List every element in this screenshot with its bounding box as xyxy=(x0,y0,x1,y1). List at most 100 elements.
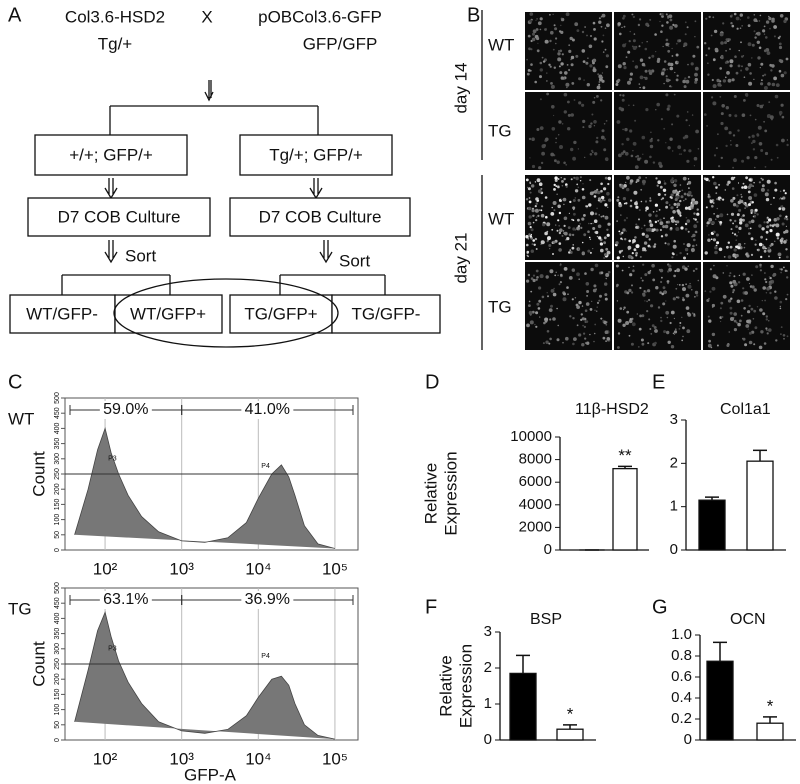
cell-signal xyxy=(635,254,638,257)
cell-signal xyxy=(598,214,600,216)
cell-signal xyxy=(712,238,717,242)
cell-signal xyxy=(764,299,766,302)
cell-signal xyxy=(695,231,698,234)
cell-signal xyxy=(622,255,624,258)
cell-signal xyxy=(567,226,571,230)
cell-signal xyxy=(756,306,759,308)
gate-name: P4 xyxy=(261,653,270,660)
x-tick-label: 10⁴ xyxy=(245,559,271,578)
cell-signal xyxy=(693,313,696,316)
cell-signal xyxy=(630,154,634,158)
cell-signal xyxy=(768,276,771,278)
cell-signal xyxy=(655,214,658,218)
cell-signal xyxy=(785,248,788,251)
cell-signal xyxy=(622,14,626,18)
cell-signal xyxy=(632,269,635,273)
cell-signal xyxy=(604,253,607,257)
cell-signal xyxy=(545,27,547,30)
cell-signal xyxy=(654,33,657,36)
cell-signal xyxy=(732,222,734,225)
cell-signal xyxy=(632,265,635,268)
cell-signal xyxy=(766,51,771,55)
cell-signal xyxy=(638,176,642,180)
cell-signal xyxy=(623,66,627,70)
cell-signal xyxy=(566,64,569,66)
cell-signal xyxy=(571,268,575,272)
cell-signal xyxy=(745,176,748,180)
cell-signal xyxy=(750,253,754,256)
cell-signal xyxy=(679,251,682,255)
cell-signal xyxy=(568,233,572,237)
cell-signal xyxy=(553,114,555,117)
cell-signal xyxy=(684,134,689,139)
cell-signal xyxy=(685,119,688,122)
cell-signal xyxy=(624,151,629,156)
cell-signal xyxy=(581,241,584,244)
cell-signal xyxy=(653,243,657,246)
cell-signal xyxy=(649,197,652,199)
y-tick-label: 200 xyxy=(54,673,61,685)
cell-signal xyxy=(551,206,553,209)
cell-signal xyxy=(634,65,639,69)
cell-signal xyxy=(768,15,770,18)
cell-signal xyxy=(588,236,591,239)
cell-signal xyxy=(631,291,634,294)
cell-signal xyxy=(779,59,784,64)
cell-signal xyxy=(713,29,718,34)
x-tick-label: 10⁴ xyxy=(245,749,271,768)
cell-signal xyxy=(560,17,563,20)
cell-signal xyxy=(551,105,555,109)
cell-signal xyxy=(744,243,746,245)
cell-signal xyxy=(712,16,715,19)
cell-signal xyxy=(578,333,582,337)
cell-signal xyxy=(555,185,558,188)
cell-signal xyxy=(608,198,612,202)
cell-signal xyxy=(645,209,647,212)
cell-signal xyxy=(747,190,751,194)
y-tick-label: 0 xyxy=(54,548,61,552)
cell-signal xyxy=(583,325,587,328)
cell-signal xyxy=(527,221,532,226)
cell-signal xyxy=(712,230,716,234)
cell-signal xyxy=(711,303,716,308)
cell-signal xyxy=(783,231,786,234)
cell-signal xyxy=(550,212,555,216)
cell-signal xyxy=(675,328,677,331)
histogram-area xyxy=(74,427,336,549)
cell-signal xyxy=(536,302,540,306)
y-tick-label: 300 xyxy=(54,453,61,465)
cell-signal xyxy=(778,45,783,50)
cell-signal xyxy=(760,149,764,152)
cell-signal xyxy=(736,213,740,217)
cell-signal xyxy=(555,37,558,40)
cell-signal xyxy=(621,109,624,111)
cell-signal xyxy=(590,35,592,37)
cell-signal xyxy=(616,198,620,202)
cell-signal xyxy=(540,209,543,212)
y-tick-label: 100 xyxy=(54,514,61,526)
cell-signal xyxy=(711,332,716,337)
row-label: WT xyxy=(488,35,514,54)
cell-signal xyxy=(674,189,678,192)
cell-signal xyxy=(593,120,597,124)
cell-signal xyxy=(727,299,732,303)
cell-signal xyxy=(673,202,677,206)
cell-signal xyxy=(635,181,638,184)
cell-signal xyxy=(563,267,568,271)
cell-signal xyxy=(574,297,577,299)
cell-signal xyxy=(716,198,719,201)
cell-signal xyxy=(724,41,727,45)
cell-signal xyxy=(584,342,587,344)
cell-signal xyxy=(667,146,671,150)
cell-signal xyxy=(673,330,678,334)
cell-signal xyxy=(737,231,740,233)
cell-signal xyxy=(585,302,590,306)
cell-signal xyxy=(678,153,681,155)
cell-signal xyxy=(684,77,687,80)
cell-signal xyxy=(604,48,607,51)
cell-signal xyxy=(676,254,678,256)
cell-signal xyxy=(761,184,765,188)
cell-signal xyxy=(674,198,678,202)
cell-signal xyxy=(746,156,750,160)
